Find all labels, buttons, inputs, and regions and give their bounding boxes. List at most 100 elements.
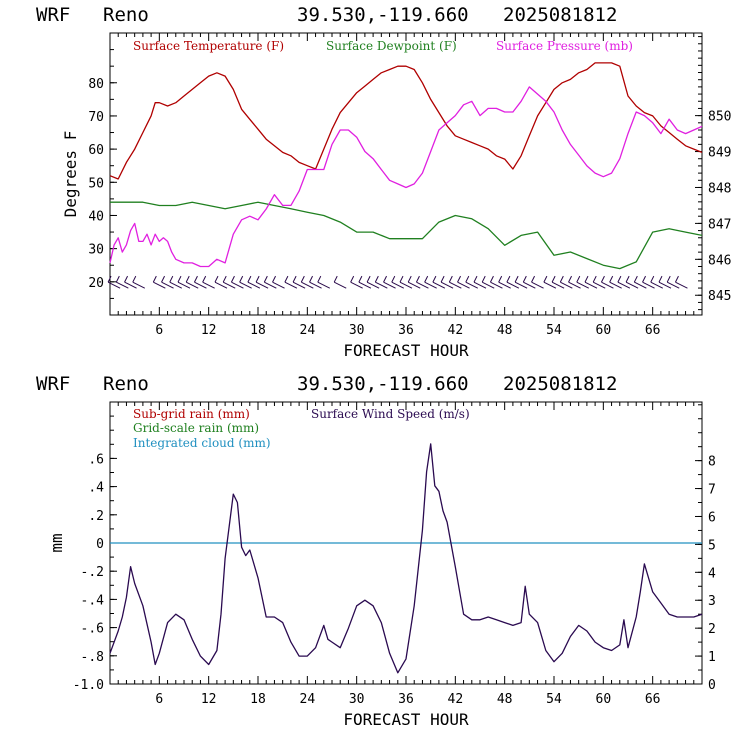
wind-barb bbox=[658, 275, 672, 289]
y2-tick-label: 6 bbox=[708, 510, 716, 525]
wind-barb bbox=[609, 275, 622, 289]
series-line bbox=[109, 86, 703, 268]
wind-barb bbox=[514, 275, 528, 289]
wind-barb bbox=[666, 275, 680, 289]
y-tick-label: -1.0 bbox=[73, 678, 104, 693]
wind-barb bbox=[169, 275, 183, 289]
y-tick-label: 40 bbox=[88, 209, 104, 224]
wind-barb bbox=[124, 275, 137, 289]
wind-barb bbox=[674, 275, 688, 289]
x-tick-label: 30 bbox=[349, 692, 365, 707]
y2-tick-label: 845 bbox=[708, 289, 731, 304]
x-tick-label: 12 bbox=[201, 692, 217, 707]
wind-barb bbox=[465, 275, 479, 289]
y-tick-label: 50 bbox=[88, 176, 104, 191]
wind-barb bbox=[333, 275, 347, 289]
wind-barb bbox=[440, 275, 454, 289]
data-series bbox=[109, 62, 703, 674]
wind-barb bbox=[358, 275, 372, 289]
header-model: WRF bbox=[36, 4, 70, 26]
series-line bbox=[110, 201, 703, 270]
y2-tick-label: 0 bbox=[708, 678, 716, 693]
x-tick-label: 36 bbox=[398, 692, 414, 707]
y2-tick-label: 847 bbox=[708, 217, 731, 232]
x-tick-label: 30 bbox=[349, 323, 365, 338]
wind-barb bbox=[576, 275, 590, 289]
wind-barb bbox=[317, 275, 331, 289]
x-tick-label: 66 bbox=[645, 692, 661, 707]
wind-barb bbox=[531, 275, 544, 289]
wind-barb bbox=[309, 275, 322, 289]
legend-wind-speed: Surface Wind Speed (m/s) bbox=[311, 407, 470, 421]
wind-barb bbox=[152, 275, 166, 289]
y-tick-label: 60 bbox=[88, 143, 104, 158]
legend-temperature: Surface Temperature (F) bbox=[133, 39, 284, 53]
y-tick-label: -.8 bbox=[81, 650, 104, 665]
y-tick-label: -.4 bbox=[81, 593, 105, 608]
y2-tick-label: 3 bbox=[708, 594, 716, 609]
series-line bbox=[109, 443, 703, 674]
x-tick-label: 66 bbox=[645, 323, 661, 338]
x-tick-label: 60 bbox=[596, 323, 612, 338]
wind-barb bbox=[292, 275, 306, 289]
legend-gridscale-rain: Grid-scale rain (mm) bbox=[133, 421, 259, 435]
wind-barb bbox=[391, 275, 405, 289]
header-model: WRF bbox=[36, 373, 70, 395]
wind-barb bbox=[407, 275, 421, 289]
x-tick-label: 12 bbox=[201, 323, 217, 338]
wind-barb bbox=[633, 275, 647, 289]
header-station: Reno bbox=[103, 4, 149, 26]
wind-barb bbox=[481, 275, 495, 289]
header-station: Reno bbox=[103, 373, 149, 395]
legend-subgrid-rain: Sub-grid rain (mm) bbox=[133, 407, 250, 421]
wind-barb bbox=[457, 275, 470, 289]
header-bottom: WRF Reno 39.530,-119.660 2025081812 bbox=[36, 373, 617, 395]
wind-barb bbox=[272, 275, 285, 289]
wind-barb bbox=[650, 275, 664, 289]
series-line bbox=[109, 62, 703, 180]
x-tick-label: 60 bbox=[596, 692, 612, 707]
x-tick-label: 42 bbox=[448, 323, 464, 338]
wind-barb bbox=[448, 275, 462, 289]
chart2-ylabel: mm bbox=[47, 533, 66, 552]
wind-barb bbox=[230, 275, 244, 289]
wind-barb bbox=[584, 275, 598, 289]
wind-barb bbox=[350, 275, 363, 289]
chart2-xlabel: FORECAST HOUR bbox=[343, 710, 469, 729]
wind-barb bbox=[432, 275, 446, 289]
y2-tick-label: 4 bbox=[708, 566, 716, 581]
header-top: WRF Reno 39.530,-119.660 2025081812 bbox=[36, 4, 617, 26]
chart2-legend: Sub-grid rain (mm) Grid-scale rain (mm) … bbox=[133, 407, 470, 450]
legend-integrated-cloud: Integrated cloud (mm) bbox=[133, 436, 271, 450]
y-tick-label: .6 bbox=[88, 452, 104, 467]
wind-barb bbox=[617, 275, 631, 289]
legend-dewpoint: Surface Dewpoint (F) bbox=[326, 39, 457, 53]
header-coords: 39.530,-119.660 bbox=[297, 373, 469, 395]
y2-tick-label: 1 bbox=[708, 650, 716, 665]
wind-barb bbox=[193, 275, 207, 289]
x-tick-label: 18 bbox=[250, 692, 266, 707]
chart1-ylabel: Degrees F bbox=[61, 131, 80, 218]
wind-barb bbox=[522, 275, 536, 289]
x-tick-label: 18 bbox=[250, 323, 266, 338]
axis-ticks: 6 12 18 24 30 36 42 48 54 60 662030405060708084584… bbox=[73, 32, 731, 707]
header-init: 2025081812 bbox=[503, 4, 617, 26]
wind-barb bbox=[185, 275, 199, 289]
x-tick-label: 36 bbox=[398, 323, 414, 338]
wind-barb bbox=[399, 275, 413, 289]
y2-tick-label: 2 bbox=[708, 622, 716, 637]
wind-barb bbox=[424, 275, 437, 289]
chart1-legend: Surface Temperature (F) Surface Dewpoint… bbox=[133, 39, 633, 53]
wind-barb bbox=[263, 275, 277, 289]
wind-barb bbox=[239, 275, 252, 289]
wind-barb bbox=[161, 275, 174, 289]
y2-tick-label: 849 bbox=[708, 146, 731, 161]
wind-barb bbox=[383, 275, 396, 289]
y-tick-label: -.6 bbox=[81, 622, 104, 637]
wind-barb bbox=[202, 275, 215, 289]
y2-tick-label: 7 bbox=[708, 483, 716, 498]
wind-barb bbox=[366, 275, 380, 289]
y2-tick-label: 846 bbox=[708, 253, 731, 268]
wind-barb bbox=[568, 275, 581, 289]
wind-barb bbox=[107, 275, 121, 289]
